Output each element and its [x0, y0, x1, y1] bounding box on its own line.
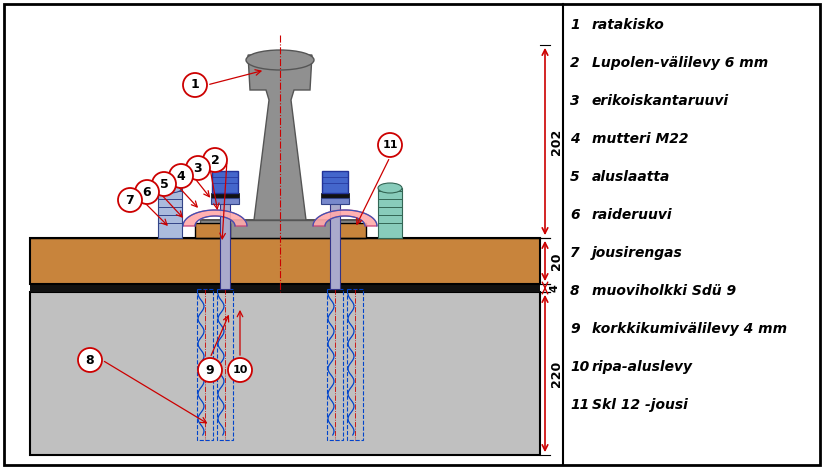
Text: 2: 2	[570, 56, 579, 70]
Bar	[30, 284, 540, 292]
Circle shape	[135, 180, 159, 204]
Bar	[327, 289, 343, 440]
Bar	[220, 232, 340, 238]
Text: 6: 6	[143, 186, 152, 198]
Text: Lupolen-välilevy 6 mm: Lupolen-välilevy 6 mm	[592, 56, 768, 70]
Bar	[212, 171, 238, 193]
Text: 8: 8	[86, 354, 94, 366]
Text: 9: 9	[206, 363, 214, 377]
Bar	[347, 289, 363, 440]
Circle shape	[186, 156, 210, 180]
Bar	[30, 238, 540, 284]
Bar	[197, 289, 213, 440]
Bar	[217, 289, 233, 440]
Text: 5: 5	[570, 170, 579, 184]
Bar	[321, 193, 349, 198]
Circle shape	[118, 188, 142, 212]
Circle shape	[78, 348, 102, 372]
Bar	[321, 198, 349, 204]
Text: mutteri M22: mutteri M22	[592, 132, 689, 146]
Text: 10: 10	[232, 365, 248, 375]
Bar	[322, 171, 348, 193]
Text: 11: 11	[570, 398, 589, 412]
Bar	[30, 292, 540, 455]
Text: 8: 8	[570, 284, 579, 298]
Text: Skl 12 -jousi: Skl 12 -jousi	[592, 398, 688, 412]
Text: 3: 3	[194, 161, 203, 174]
Text: 5: 5	[160, 177, 168, 190]
Text: aluslaatta: aluslaatta	[592, 170, 671, 184]
Text: 2: 2	[211, 153, 219, 166]
Bar	[200, 220, 360, 238]
Ellipse shape	[378, 183, 402, 193]
Bar	[220, 193, 230, 289]
Circle shape	[183, 73, 207, 97]
Circle shape	[152, 172, 176, 196]
Ellipse shape	[246, 50, 314, 70]
Text: 7: 7	[125, 194, 134, 206]
Text: 220: 220	[550, 360, 563, 386]
Text: ratakisko: ratakisko	[592, 18, 665, 32]
Text: ripa-aluslevy: ripa-aluslevy	[592, 360, 693, 374]
Text: korkkikumivälilevy 4 mm: korkkikumivälilevy 4 mm	[592, 322, 787, 336]
Text: erikoiskantaruuvi: erikoiskantaruuvi	[592, 94, 729, 108]
Text: 4: 4	[176, 169, 185, 182]
Text: 9: 9	[570, 322, 579, 336]
Circle shape	[203, 148, 227, 172]
Circle shape	[378, 133, 402, 157]
Circle shape	[198, 358, 222, 382]
Text: 4: 4	[570, 132, 579, 146]
Text: 3: 3	[570, 94, 579, 108]
Bar	[211, 193, 239, 198]
Bar	[331, 223, 366, 238]
Circle shape	[169, 164, 193, 188]
Bar	[378, 188, 402, 238]
Bar	[195, 223, 230, 238]
Circle shape	[228, 358, 252, 382]
Polygon shape	[183, 210, 247, 226]
Polygon shape	[313, 210, 377, 226]
Text: 1: 1	[190, 78, 199, 91]
Text: 4: 4	[550, 284, 560, 292]
Bar	[330, 193, 340, 289]
Text: 20: 20	[550, 252, 563, 270]
Polygon shape	[200, 55, 360, 220]
Text: muoviholkki Sdü 9: muoviholkki Sdü 9	[592, 284, 736, 298]
Text: 10: 10	[570, 360, 589, 374]
Text: 7: 7	[570, 246, 579, 260]
Bar	[158, 188, 182, 238]
Text: 202: 202	[550, 129, 563, 155]
Bar	[211, 198, 239, 204]
Text: 1: 1	[570, 18, 579, 32]
Text: raideruuvi: raideruuvi	[592, 208, 672, 222]
Text: jousirengas: jousirengas	[592, 246, 683, 260]
Ellipse shape	[158, 183, 182, 193]
Text: 11: 11	[382, 140, 398, 150]
Text: 6: 6	[570, 208, 579, 222]
